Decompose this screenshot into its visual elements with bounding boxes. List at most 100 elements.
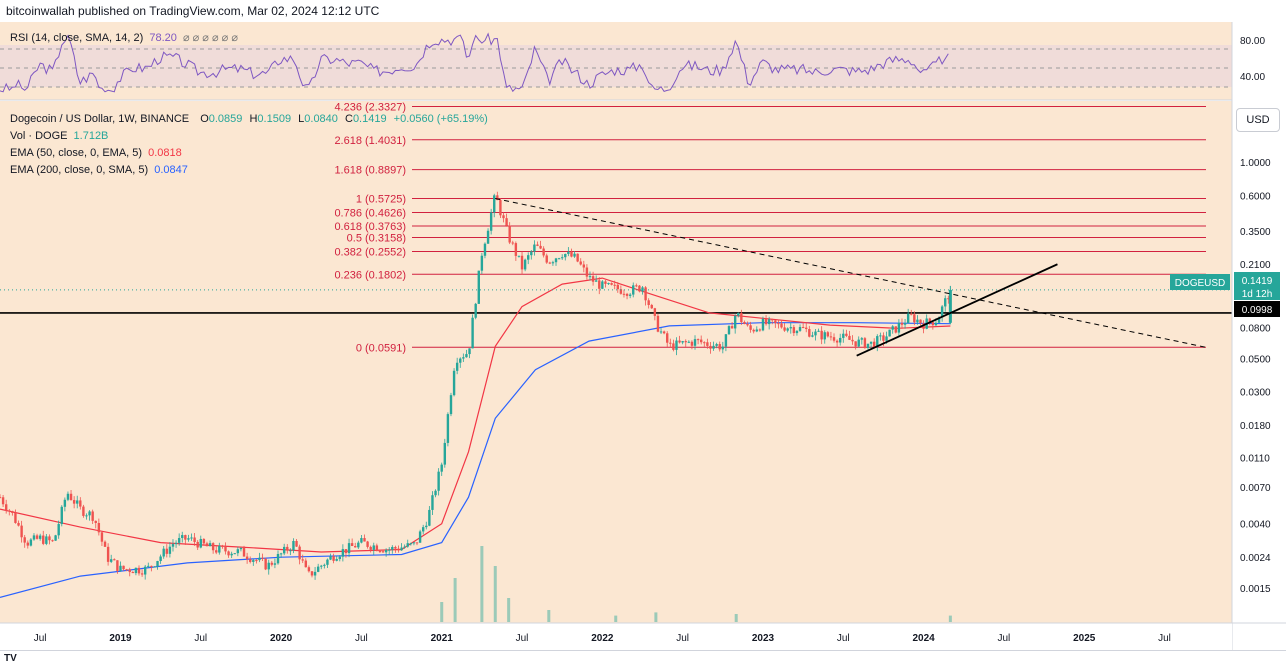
candle-body [876,336,879,348]
candle-body [502,215,505,219]
candle-body [703,342,706,344]
candle-body [425,525,428,528]
candle-body [415,542,419,544]
fib-label: 0.618 (0.3763) [334,221,406,233]
candle-body [718,344,721,350]
candle-body [570,251,573,257]
candle-body [808,329,811,337]
candle-body [801,327,805,329]
fib-levels: 4.236 (2.3327) 2.618 (1.4031) 1.618 (0.889… [0,102,1232,354]
candle-body [579,261,582,265]
x-axis-ticks: Jul 2019 Jul 2020 Jul 2021 Jul 2022 Jul 2023 Jul 20… [34,633,1171,644]
candle-body [758,329,762,331]
rsi-label: RSI (14, close, SMA, 14, 2) [10,32,144,44]
volume-bar [507,598,511,622]
candle-body [533,244,536,252]
candle-body [948,289,952,323]
candle-body [767,319,771,325]
candle-body [638,285,641,292]
candle-body [205,543,209,547]
candle-body [845,333,848,336]
volume-value: 1.712B [73,130,109,142]
candle-body [564,253,567,258]
candle-body [659,331,663,333]
candle-body [681,341,684,343]
price-labels: DOGEUSD 0.1419 1d 12h 0.0998 [1170,272,1280,317]
candle-body [218,545,221,553]
symbol-label-bg [1170,274,1230,290]
publish-bar: bitcoinwallah published on TradingView.c… [0,0,1286,23]
currency-button[interactable]: USD [1236,108,1280,132]
close-value: 0.1419 [352,113,387,125]
fib-label: 1.618 (0.8897) [334,165,406,177]
candle-body [937,317,941,323]
candle-body [32,535,36,540]
candle-body [913,314,916,323]
y-tick-label: 0.0800 [1240,323,1271,334]
candle-body [489,212,493,231]
candle-body [712,345,715,349]
candle-body [557,258,561,260]
candle-body [832,337,836,341]
candle-body [0,497,2,499]
candle-body [755,329,758,332]
hline-price-bg [1234,301,1280,317]
change-value: +0.0560 (+65.19%) [393,113,488,125]
candle-body [113,559,116,561]
candle-body [304,560,308,568]
candle-body [477,270,480,304]
candle-body [85,515,88,517]
candle-body [79,500,82,507]
candle-body [134,567,138,574]
volume-label: Vol · DOGE [10,130,68,142]
candle-body [60,506,63,525]
chart[interactable]: 4.236 (2.3327) 2.618 (1.4031) 1.618 (0.889… [0,22,1286,650]
candle-body [341,549,345,557]
descending-trendline [495,198,1207,348]
candle-body [181,535,184,539]
candle-body [440,464,443,472]
candle-body [842,333,845,338]
candle-body [313,571,317,576]
candle-body [110,559,113,562]
candle-body [789,327,792,329]
candle-body [35,535,39,539]
candle-body [171,544,175,547]
candle-body [743,322,746,325]
x-tick-label: Jul [676,633,689,644]
candle-body [428,509,431,526]
fib-label: 0.382 (0.2552) [334,246,406,258]
ema200-value: 0.0847 [154,164,188,176]
candle-body [48,536,51,541]
candle-body [560,257,564,259]
candle-body [798,327,802,331]
volume-bar [734,614,738,622]
candle-body [332,556,335,561]
candle-body [295,540,298,547]
rsi-tick-label: 80.00 [1240,36,1265,47]
candle-body [653,308,657,316]
candle-body [465,354,468,358]
volume-legend: Vol · DOGE 1.712B [10,130,108,142]
candle-body [45,536,48,544]
candle-body [795,330,799,334]
rsi-band [0,45,1232,87]
candle-body [616,284,619,290]
candle-body [919,319,922,324]
candle-body [421,527,425,532]
candle-body [820,330,823,340]
candle-body [459,358,462,363]
candle-body [527,255,530,260]
time-axis[interactable] [0,623,1232,650]
footer-bar: TV [0,650,1286,665]
candle-body [672,343,675,350]
x-tick-label: 2022 [591,633,614,644]
candle-body [530,251,533,256]
candle-body [63,499,67,507]
candle-body [928,318,931,323]
candle-body [604,281,607,284]
candle-body [4,504,8,511]
fib-label: 4.236 (2.3327) [334,102,406,114]
candle-body [860,338,864,340]
volume-bars [440,546,952,622]
